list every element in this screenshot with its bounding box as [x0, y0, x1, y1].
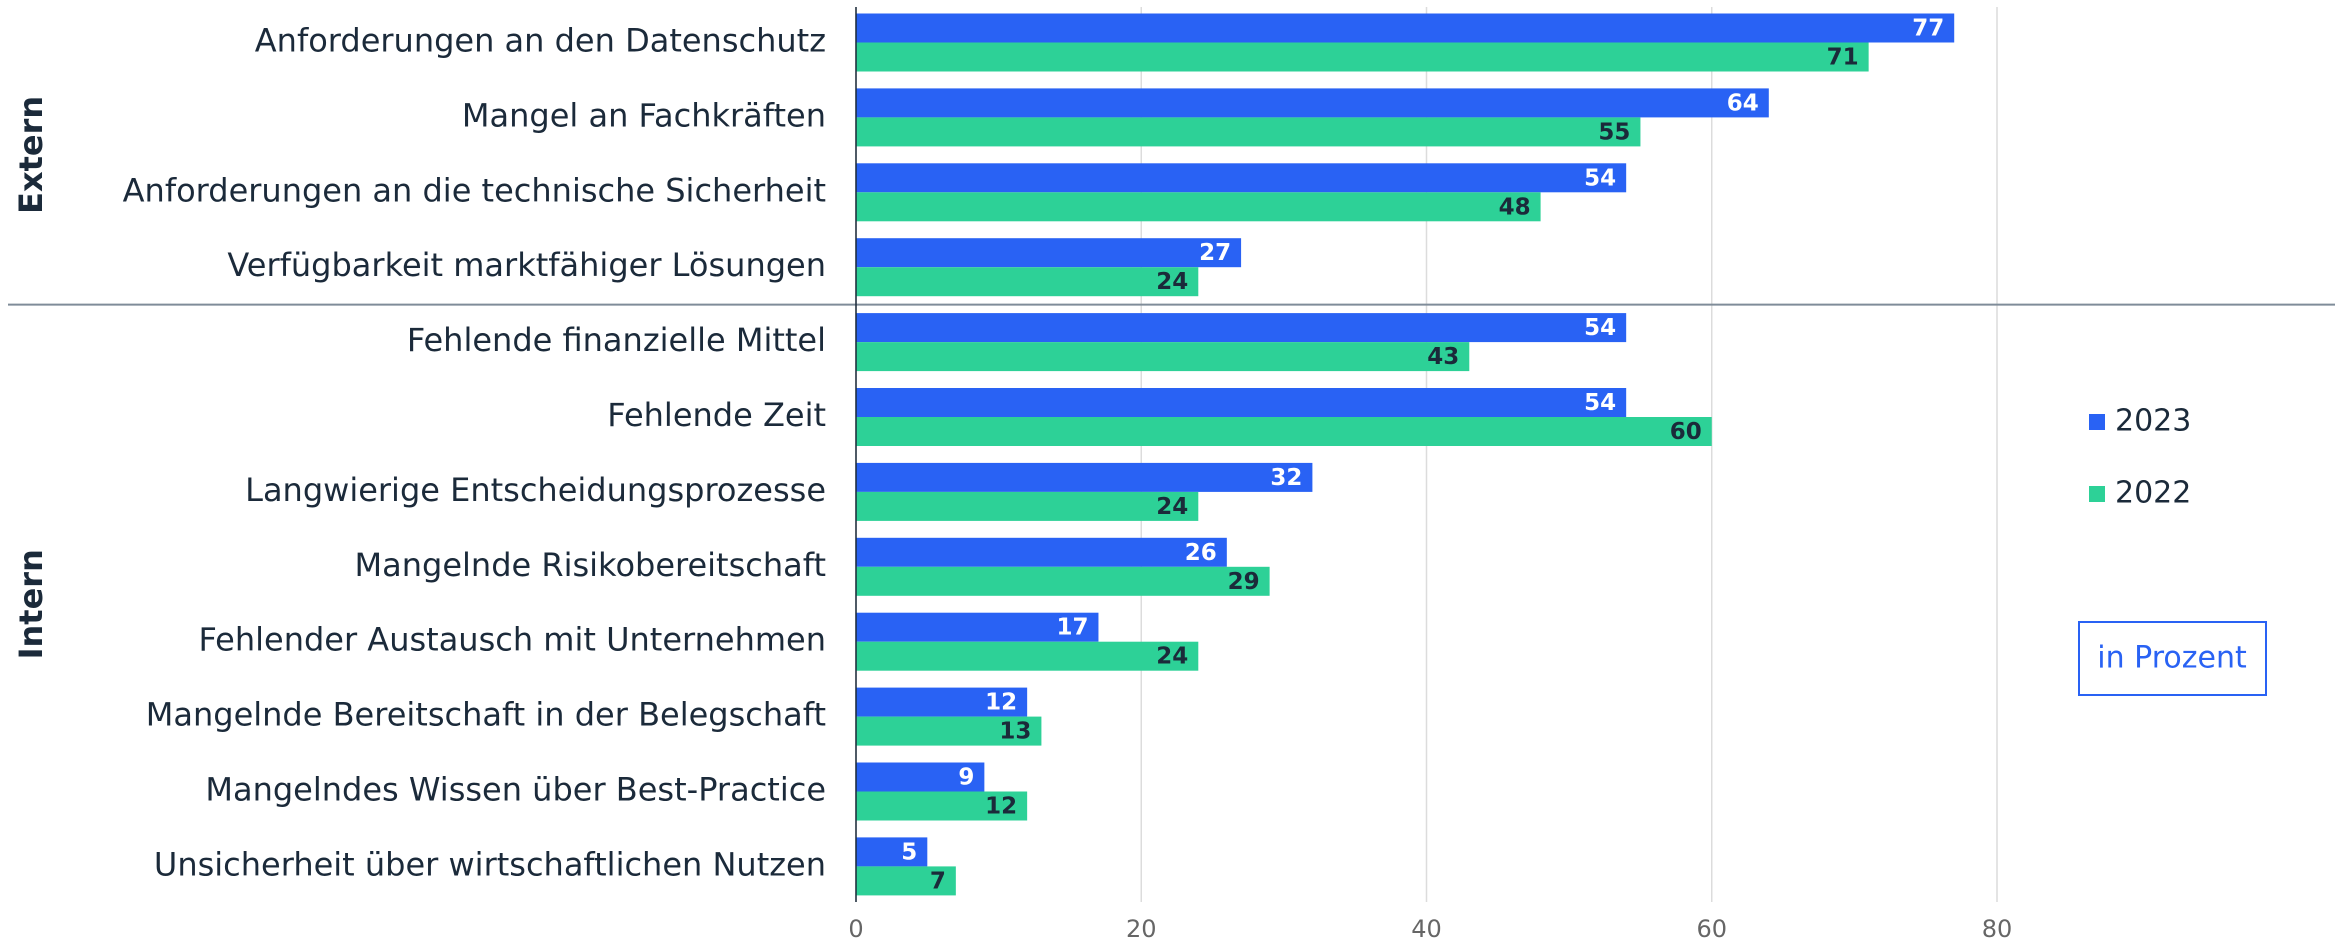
data-label: 9 [958, 765, 974, 791]
bar [856, 641, 1199, 671]
legend-label: 2022 [2115, 476, 2191, 511]
data-label: 27 [1199, 240, 1231, 266]
data-label: 64 [1727, 90, 1759, 116]
category-label: Fehlender Austausch mit Unternehmen [198, 621, 826, 659]
bar [856, 313, 1627, 343]
legend-label: 2023 [2115, 404, 2191, 439]
group-label: Extern [12, 96, 50, 214]
category-label: Langwierige Entscheidungsprozesse [245, 471, 826, 509]
bar [856, 117, 1641, 147]
bar [856, 537, 1227, 567]
data-label: 29 [1228, 569, 1260, 595]
bar [856, 192, 1541, 222]
data-label: 13 [999, 719, 1031, 745]
bar [856, 866, 956, 896]
annotation-box [2078, 621, 2267, 696]
data-label: 55 [1598, 119, 1630, 145]
bar [856, 462, 1313, 492]
x-tick-label: 80 [1982, 915, 2013, 943]
data-label: 5 [901, 839, 917, 865]
bar [856, 762, 985, 792]
data-label: 54 [1584, 390, 1616, 416]
bar [856, 388, 1627, 417]
bar [856, 791, 1028, 821]
data-label: 60 [1670, 419, 1702, 445]
x-tick-label: 60 [1696, 915, 1727, 943]
bar [856, 13, 1955, 43]
annotation: in Prozent [2097, 641, 2247, 676]
category-label: Verfügbarkeit marktfähiger Lösungen [227, 246, 826, 284]
data-label: 48 [1499, 194, 1531, 220]
bar [856, 566, 1270, 596]
bar [856, 837, 928, 867]
data-label: 71 [1827, 45, 1859, 71]
bar [856, 238, 1242, 268]
data-label: 77 [1912, 16, 1944, 42]
category-label: Mangelndes Wissen über Best-Practice [205, 771, 826, 809]
bar [856, 342, 1470, 372]
group-label: Intern [12, 549, 50, 659]
data-label: 17 [1056, 615, 1088, 641]
bar [856, 491, 1199, 521]
data-label: 12 [985, 794, 1017, 820]
legend-swatch [2089, 486, 2105, 502]
bar [856, 417, 1712, 446]
bar [856, 687, 1028, 717]
data-label: 54 [1584, 315, 1616, 341]
data-label: 43 [1427, 344, 1459, 370]
category-label: Fehlende finanzielle Mittel [407, 321, 826, 359]
category-label: Anforderungen an die technische Sicherhe… [123, 171, 826, 209]
category-label: Mangelnde Bereitschaft in der Belegschaf… [146, 696, 826, 734]
category-label: Anforderungen an den Datenschutz [255, 22, 826, 60]
category-label: Unsicherheit über wirtschaftlichen Nutze… [154, 845, 826, 883]
bar [856, 267, 1199, 297]
bar [856, 163, 1627, 193]
x-tick-label: 0 [848, 915, 863, 943]
bar [856, 716, 1042, 746]
data-label: 32 [1270, 465, 1302, 491]
bar [856, 612, 1099, 642]
data-label: 12 [985, 690, 1017, 716]
data-label: 24 [1156, 269, 1188, 295]
x-tick-label: 20 [1126, 915, 1157, 943]
data-label: 26 [1185, 540, 1217, 566]
bar [856, 42, 1869, 72]
x-tick-label: 40 [1411, 915, 1442, 943]
data-label: 24 [1156, 644, 1188, 670]
bar [856, 88, 1769, 118]
data-label: 24 [1156, 494, 1188, 520]
category-label: Mangelnde Risikobereitschaft [355, 546, 826, 584]
data-label: 54 [1584, 165, 1616, 191]
category-label: Mangel an Fachkräften [462, 96, 826, 134]
data-label: 7 [930, 868, 946, 894]
category-label: Fehlende Zeit [607, 396, 826, 434]
legend-swatch [2089, 414, 2105, 430]
